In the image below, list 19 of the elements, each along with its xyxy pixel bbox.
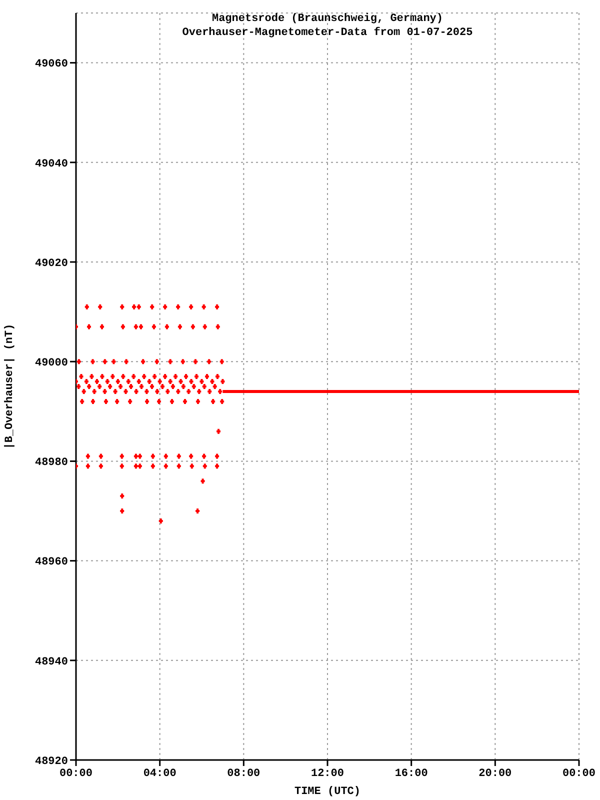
x-axis-title: TIME (UTC) bbox=[294, 786, 361, 798]
x-tick-label: 00:00 bbox=[59, 768, 93, 780]
x-tick-label: 20:00 bbox=[478, 768, 512, 780]
x-tick-label: 08:00 bbox=[227, 768, 260, 780]
y-tick-label: 49040 bbox=[34, 158, 68, 170]
y-tick-label: 49000 bbox=[34, 358, 68, 370]
y-tick-label: 49060 bbox=[34, 58, 68, 71]
y-tick-label: 48980 bbox=[34, 457, 68, 470]
y-tick-label: 49020 bbox=[34, 258, 68, 270]
y-tick-label: 48960 bbox=[34, 556, 68, 569]
x-tick-label: 00:00 bbox=[562, 768, 596, 780]
y-tick-label: 48920 bbox=[34, 756, 68, 768]
text: Overhauser-Magnetometer-Data from 01-07-2025 bbox=[181, 26, 474, 40]
x-tick-label: 04:00 bbox=[143, 768, 176, 780]
chart-title: Magnetsrode (Braunschweig, Germany) bbox=[210, 12, 444, 26]
y-axis-title: |B_Overhauser| (nT) bbox=[4, 324, 16, 450]
x-tick-label: 12:00 bbox=[310, 768, 344, 780]
x-tick-label: 16:00 bbox=[394, 768, 428, 780]
y-tick-label: 48940 bbox=[34, 656, 68, 668]
